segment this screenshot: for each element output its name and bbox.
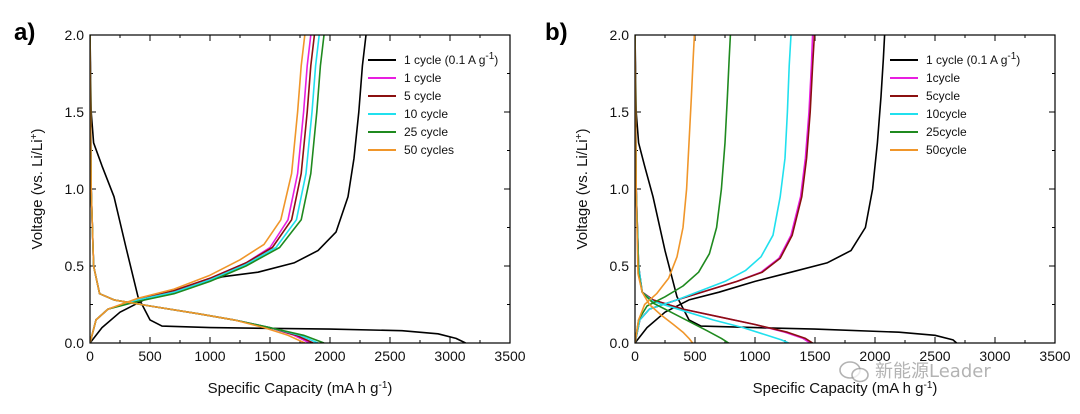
x-tick-label: 3000 bbox=[979, 348, 1010, 364]
x-tick-label: 0 bbox=[631, 348, 639, 364]
y-axis-title: Voltage (vs. Li/Li+) bbox=[29, 129, 47, 250]
legend-label: 10cycle bbox=[926, 107, 967, 121]
legend-label: 50 cycles bbox=[404, 143, 454, 157]
series-line-discharge-5 bbox=[90, 35, 325, 343]
y-tick-label: 0.0 bbox=[65, 335, 85, 351]
y-tick-label: 2.0 bbox=[65, 27, 85, 43]
legend-label: 25cycle bbox=[926, 125, 967, 139]
x-tick-label: 500 bbox=[138, 348, 162, 364]
y-tick-label: 0.5 bbox=[65, 258, 85, 274]
x-tick-label: 2500 bbox=[374, 348, 405, 364]
series-line-discharge-3 bbox=[90, 35, 314, 343]
panel-label: a) bbox=[14, 19, 35, 46]
legend-label: 1cycle bbox=[926, 71, 960, 85]
y-tick-label: 2.0 bbox=[610, 27, 630, 43]
x-tick-label: 3500 bbox=[1039, 348, 1070, 364]
x-tick-label: 3500 bbox=[494, 348, 525, 364]
chart-panel-a: a) 0 500 1000 1500 2000 2500 3000 3500 0.0 0.5 1.0 1… bbox=[14, 19, 526, 397]
legend-label: 1 cycle (0.1 A g-1) bbox=[926, 51, 1020, 68]
x-axis-title: Specific Capacity (mA h g-1) bbox=[208, 380, 393, 398]
y-tick-label: 1.0 bbox=[65, 181, 85, 197]
x-axis-ticks: 0 500 1000 1500 2000 2500 3000 3500 bbox=[631, 35, 1071, 364]
y-tick-label: 0.0 bbox=[610, 335, 630, 351]
x-tick-label: 1500 bbox=[799, 348, 830, 364]
series-line-charge-2 bbox=[90, 35, 312, 343]
x-tick-label: 1000 bbox=[739, 348, 770, 364]
x-tick-label: 1500 bbox=[254, 348, 285, 364]
series-line-discharge-3 bbox=[635, 35, 814, 343]
y-axis-ticks: 0.0 0.5 1.0 1.5 2.0 bbox=[65, 27, 510, 351]
series-line-discharge-1 bbox=[635, 35, 958, 343]
series-line-charge-3 bbox=[90, 35, 316, 343]
series-group bbox=[90, 35, 466, 343]
x-tick-label: 2000 bbox=[314, 348, 345, 364]
x-axis-title: Specific Capacity (mA h g-1) bbox=[753, 380, 938, 398]
series-line-charge-5 bbox=[635, 35, 732, 343]
series-line-discharge-2 bbox=[635, 35, 811, 343]
series-line-discharge-1 bbox=[90, 35, 466, 343]
plot-frame bbox=[89, 34, 511, 344]
series-line-charge-6 bbox=[90, 35, 306, 343]
y-axis-title: Voltage (vs. Li/Li+) bbox=[574, 129, 592, 250]
series-line-charge-6 bbox=[635, 35, 696, 343]
series-line-discharge-4 bbox=[90, 35, 319, 343]
series-line-charge-1 bbox=[90, 35, 367, 343]
legend-label: 10 cycle bbox=[404, 107, 448, 121]
x-tick-label: 500 bbox=[683, 348, 707, 364]
series-line-discharge-2 bbox=[90, 35, 310, 343]
series-line-charge-1 bbox=[635, 35, 886, 343]
series-line-charge-3 bbox=[635, 35, 816, 343]
y-tick-label: 1.0 bbox=[610, 181, 630, 197]
series-group bbox=[635, 35, 958, 343]
y-tick-label: 1.5 bbox=[65, 104, 85, 120]
y-axis-ticks: 0.0 0.5 1.0 1.5 2.0 bbox=[610, 27, 1055, 351]
legend-label: 50cycle bbox=[926, 143, 967, 157]
x-tick-label: 3000 bbox=[434, 348, 465, 364]
y-tick-label: 1.5 bbox=[610, 104, 630, 120]
legend-label: 1 cycle (0.1 A g-1) bbox=[404, 51, 498, 68]
x-tick-label: 0 bbox=[86, 348, 94, 364]
watermark-text: 新能源Leader bbox=[875, 361, 991, 382]
chart-panel-b: b) 0 500 1000 1500 2000 2500 3000 3500 0.0 0.5 1.0 1… bbox=[545, 19, 1071, 397]
legend-label: 5 cycle bbox=[404, 89, 442, 103]
panel-label: b) bbox=[545, 19, 568, 46]
x-tick-label: 2500 bbox=[919, 348, 950, 364]
wechat-icon bbox=[839, 361, 869, 383]
series-line-charge-5 bbox=[90, 35, 325, 343]
plot-frame bbox=[634, 34, 1056, 344]
x-axis-ticks: 0 500 1000 1500 2000 2500 3000 3500 bbox=[86, 35, 526, 364]
legend: 1 cycle (0.1 A g-1) 1 cycle 5 cycle 10 cycl… bbox=[368, 51, 498, 157]
series-line-charge-4 bbox=[90, 35, 320, 343]
x-tick-label: 1000 bbox=[194, 348, 225, 364]
legend-label: 25 cycle bbox=[404, 125, 448, 139]
series-line-charge-2 bbox=[635, 35, 814, 343]
series-line-discharge-6 bbox=[90, 35, 306, 343]
watermark: 新能源Leader bbox=[839, 361, 991, 383]
legend-label: 1 cycle bbox=[404, 71, 442, 85]
series-line-charge-4 bbox=[635, 35, 792, 343]
x-tick-label: 2000 bbox=[859, 348, 890, 364]
series-line-discharge-4 bbox=[635, 35, 789, 343]
y-tick-label: 0.5 bbox=[610, 258, 630, 274]
legend-label: 5cycle bbox=[926, 89, 960, 103]
series-line-discharge-6 bbox=[635, 35, 694, 343]
legend: 1 cycle (0.1 A g-1) 1cycle 5cycle 10cycle 25… bbox=[890, 51, 1020, 157]
